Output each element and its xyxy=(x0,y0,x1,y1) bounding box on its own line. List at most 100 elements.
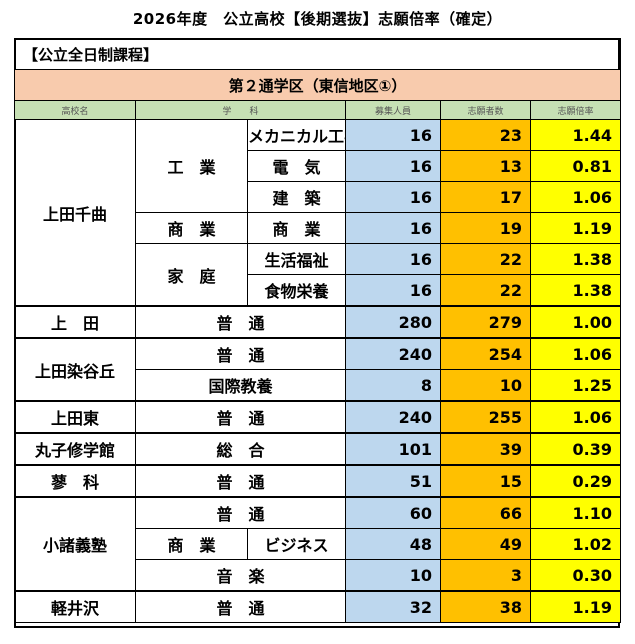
ratio-value: 0.30 xyxy=(529,559,622,592)
capacity-value: 16 xyxy=(345,212,441,244)
applicants-value: 15 xyxy=(440,464,531,498)
district-row: 第２通学区（東信地区①） xyxy=(13,69,622,101)
capacity-value: 16 xyxy=(345,274,441,307)
subject-name: 総 合 xyxy=(135,432,346,466)
ratio-value: 1.44 xyxy=(529,119,622,151)
department-group: 家 庭 xyxy=(135,243,248,307)
header-capacity: 募集人員 xyxy=(345,100,441,120)
subject-name: メカニカル工学 xyxy=(247,119,346,151)
applicants-value: 254 xyxy=(440,337,531,370)
subject-name: 国際教養 xyxy=(135,369,346,402)
school-name: 上田東 xyxy=(14,400,136,434)
subject-name: 普 通 xyxy=(135,400,346,434)
school-name: 上田千曲 xyxy=(14,119,136,307)
applicants-value: 39 xyxy=(440,432,531,466)
ratio-value: 1.19 xyxy=(529,590,622,623)
ratio-value: 1.06 xyxy=(529,400,622,434)
subject-name: 普 通 xyxy=(135,337,346,370)
ratio-value: 0.29 xyxy=(529,464,622,498)
table-row: 音 楽 10 3 0.30 xyxy=(15,559,622,592)
department-group: 商 業 xyxy=(135,212,248,244)
subject-name: 商 業 xyxy=(247,212,346,244)
header-department: 学 科 xyxy=(135,100,346,120)
applicants-value: 22 xyxy=(440,274,531,307)
school-name: 蓼 科 xyxy=(14,464,136,498)
table-row: 上田千曲 工 業 メカニカル工学 16 23 1.44 xyxy=(14,119,622,307)
school-name: 小諸義塾 xyxy=(14,496,136,592)
header-ratio: 志願倍率 xyxy=(529,100,622,120)
subject-name: 建 築 xyxy=(247,181,346,213)
capacity-value: 16 xyxy=(345,119,441,151)
subject-name: 普 通 xyxy=(135,590,346,623)
capacity-value: 101 xyxy=(345,432,441,466)
table-row: 軽井沢 普 通 32 38 1.19 xyxy=(14,590,622,623)
ratio-value: 1.06 xyxy=(529,337,622,370)
table-row: 商 業 ビジネス 48 49 1.02 xyxy=(15,528,622,560)
applicants-value: 3 xyxy=(440,559,531,592)
ratio-value: 1.00 xyxy=(529,305,622,339)
capacity-value: 280 xyxy=(345,305,441,339)
applicants-value: 10 xyxy=(440,369,531,402)
capacity-value: 51 xyxy=(345,464,441,498)
table-row: 食物栄養 16 22 1.38 xyxy=(15,274,622,307)
capacity-value: 16 xyxy=(345,181,441,213)
subject-name: ビジネス xyxy=(247,528,346,560)
capacity-value: 240 xyxy=(345,400,441,434)
capacity-value: 10 xyxy=(345,559,441,592)
ratio-value: 0.39 xyxy=(529,432,622,466)
department-group: 商 業 xyxy=(135,528,248,560)
applicants-value: 13 xyxy=(440,150,531,182)
ratio-value: 1.25 xyxy=(529,369,622,402)
subject-name: 普 通 xyxy=(135,464,346,498)
applicants-value: 22 xyxy=(440,243,531,275)
ratio-value: 1.02 xyxy=(529,528,622,560)
page-title: 2026年度 公立高校【後期選抜】志願倍率（確定） xyxy=(132,10,503,28)
school-name: 上田染谷丘 xyxy=(14,337,136,402)
capacity-value: 48 xyxy=(345,528,441,560)
capacity-value: 32 xyxy=(345,590,441,623)
category-label: 【公立全日制課程】 xyxy=(13,38,622,70)
applicants-value: 279 xyxy=(440,305,531,339)
table-row: 上 田 普 通 280 279 1.00 xyxy=(14,305,622,339)
table-row: 家 庭 生活福祉 16 22 1.38 xyxy=(15,243,622,307)
department-group: 工 業 xyxy=(135,119,248,213)
ratio-value: 1.10 xyxy=(529,496,622,529)
ratio-value: 0.81 xyxy=(529,150,622,182)
application-ratio-table: 【公立全日制課程】 第２通学区（東信地区①） 高校名 学 科 募集人員 志願者数… xyxy=(13,38,622,623)
capacity-value: 240 xyxy=(345,337,441,370)
school-name: 上 田 xyxy=(14,305,136,339)
ratio-value: 1.38 xyxy=(529,274,622,307)
capacity-value: 8 xyxy=(345,369,441,402)
applicants-value: 49 xyxy=(440,528,531,560)
applicants-value: 66 xyxy=(440,496,531,529)
table-row: 建 築 16 17 1.06 xyxy=(15,181,622,213)
school-name: 丸子修学館 xyxy=(14,432,136,466)
district-label: 第２通学区（東信地区①） xyxy=(13,69,622,101)
category-row: 【公立全日制課程】 xyxy=(13,38,622,70)
subject-name: 生活福祉 xyxy=(247,243,346,275)
subject-name: 普 通 xyxy=(135,496,346,529)
table-row: 小諸義塾 普 通 60 66 1.10 xyxy=(14,496,622,592)
table-row: 上田東 普 通 240 255 1.06 xyxy=(14,400,622,434)
subject-name: 電 気 xyxy=(247,150,346,182)
table-row: 丸子修学館 総 合 101 39 0.39 xyxy=(14,432,622,466)
capacity-value: 16 xyxy=(345,243,441,275)
applicants-value: 23 xyxy=(440,119,531,151)
subject-name: 食物栄養 xyxy=(247,274,346,307)
header-row: 高校名 学 科 募集人員 志願者数 志願倍率 xyxy=(14,100,622,120)
applicants-value: 19 xyxy=(440,212,531,244)
ratio-value: 1.06 xyxy=(529,181,622,213)
school-name: 軽井沢 xyxy=(14,590,136,623)
applicants-value: 255 xyxy=(440,400,531,434)
table-row: 蓼 科 普 通 51 15 0.29 xyxy=(14,464,622,498)
applicants-value: 17 xyxy=(440,181,531,213)
ratio-value: 1.19 xyxy=(529,212,622,244)
ratio-value: 1.38 xyxy=(529,243,622,275)
header-applicants: 志願者数 xyxy=(440,100,531,120)
capacity-value: 60 xyxy=(345,496,441,529)
header-school: 高校名 xyxy=(14,100,136,120)
subject-name: 音 楽 xyxy=(135,559,346,592)
subject-name: 普 通 xyxy=(135,305,346,339)
capacity-value: 16 xyxy=(345,150,441,182)
table-row: 商 業 商 業 16 19 1.19 xyxy=(15,212,622,244)
